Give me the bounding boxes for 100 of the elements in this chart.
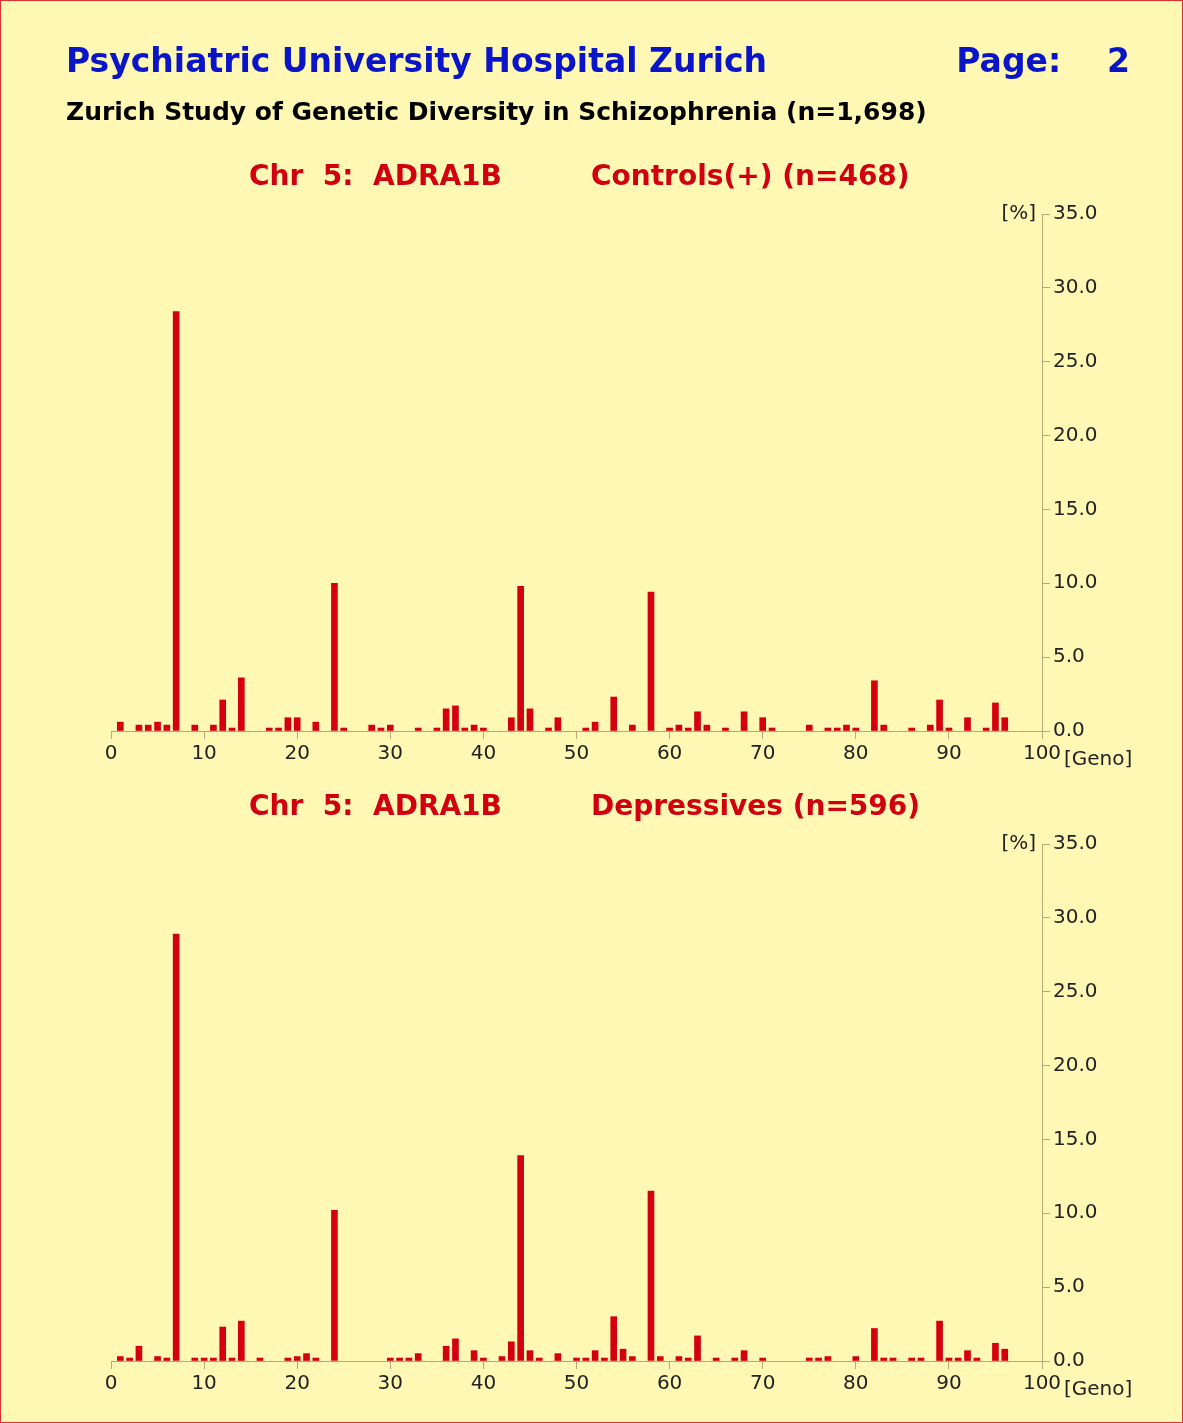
x-tick-label: 30 (377, 1370, 404, 1395)
x-axis-title: [Geno] (1064, 1376, 1133, 1401)
bar (470, 1350, 478, 1361)
y-tick-label: 5.0 (1053, 643, 1085, 668)
y-tick-label: 20.0 (1053, 421, 1098, 446)
bar (163, 724, 171, 731)
bar (852, 1356, 860, 1361)
bar (508, 1341, 515, 1361)
bar (340, 727, 348, 731)
bar (629, 1356, 636, 1361)
bar (815, 1357, 822, 1361)
y-tick-label: 5.0 (1053, 1273, 1085, 1298)
bar (964, 717, 971, 731)
bar (312, 1357, 320, 1361)
bar (759, 717, 767, 731)
bar (116, 1356, 124, 1361)
bar (442, 1345, 450, 1361)
x-tick-label: 100 (1022, 740, 1062, 765)
bar (591, 721, 599, 731)
bar (1001, 717, 1009, 731)
y-axis-title: [%] (1001, 830, 1036, 855)
bar (470, 724, 478, 731)
bar (126, 1357, 133, 1361)
bar (331, 1210, 338, 1361)
x-tick-label: 70 (749, 1370, 776, 1395)
bar (871, 680, 878, 731)
x-tick-label: 50 (563, 1370, 590, 1395)
x-tick-label: 40 (470, 740, 497, 765)
bar (936, 1320, 943, 1361)
bar (852, 727, 860, 731)
bar (591, 1350, 599, 1361)
chart-subtitle: Controls(+) (n=468) (591, 159, 910, 192)
bar (210, 1357, 217, 1361)
bar (154, 721, 161, 731)
y-tick-label: 30.0 (1053, 274, 1098, 299)
bar (144, 724, 152, 731)
y-tick-label: 35.0 (1053, 830, 1098, 855)
bar (936, 699, 943, 731)
bar (722, 727, 729, 731)
bar (992, 702, 999, 731)
bar (386, 1357, 394, 1361)
bar (656, 1356, 664, 1361)
bar (629, 724, 636, 731)
bar (740, 711, 748, 731)
bar (926, 724, 934, 731)
x-tick-label: 50 (563, 740, 590, 765)
bar (116, 721, 124, 731)
x-tick-label: 10 (191, 1370, 217, 1395)
x-tick-label: 0 (104, 1370, 118, 1395)
bar (647, 1190, 655, 1361)
x-tick-label: 100 (1022, 1370, 1062, 1395)
bar (172, 933, 180, 1361)
y-tick-label: 25.0 (1053, 977, 1098, 1002)
bar (480, 1357, 487, 1361)
bar (694, 711, 701, 731)
bar (582, 1357, 590, 1361)
bar (610, 1316, 618, 1361)
bar (545, 727, 552, 731)
bar (275, 727, 282, 731)
x-tick-label: 80 (843, 1370, 869, 1395)
bar (871, 1328, 878, 1361)
y-tick-label: 30.0 (1053, 904, 1098, 929)
x-tick-label: 30 (377, 740, 404, 765)
chart-subtitle: Depressives (n=596) (591, 789, 921, 822)
bar (1001, 1348, 1009, 1361)
x-tick-label: 0 (104, 740, 118, 765)
bar (684, 1357, 692, 1361)
bar (601, 1357, 608, 1361)
bar (582, 727, 590, 731)
bar (740, 1350, 748, 1361)
bar (396, 1357, 403, 1361)
bar (731, 1357, 739, 1361)
bar (908, 1357, 915, 1361)
x-tick-label: 90 (936, 740, 962, 765)
bar (759, 1357, 767, 1361)
bar (219, 699, 227, 731)
x-tick-label: 10 (191, 740, 217, 765)
bar (265, 727, 273, 731)
bar (666, 727, 673, 731)
bar (219, 1326, 227, 1361)
bar (517, 585, 524, 731)
bar (880, 724, 888, 731)
bar (303, 1353, 310, 1361)
x-tick-label: 20 (284, 740, 310, 765)
bar (954, 1357, 962, 1361)
y-tick-label: 35.0 (1053, 200, 1098, 225)
bar (461, 727, 469, 731)
bar (964, 1350, 971, 1361)
bar (191, 1357, 199, 1361)
bar (312, 721, 320, 731)
bar (154, 1356, 161, 1361)
bar (135, 1345, 143, 1361)
x-axis-title: [Geno] (1064, 746, 1133, 771)
y-tick-label: 20.0 (1053, 1051, 1098, 1076)
bar (526, 1350, 534, 1361)
bar (703, 724, 711, 731)
bar (805, 1357, 813, 1361)
bar (824, 1356, 832, 1361)
bar (610, 696, 618, 731)
x-tick-label: 40 (470, 1370, 497, 1395)
